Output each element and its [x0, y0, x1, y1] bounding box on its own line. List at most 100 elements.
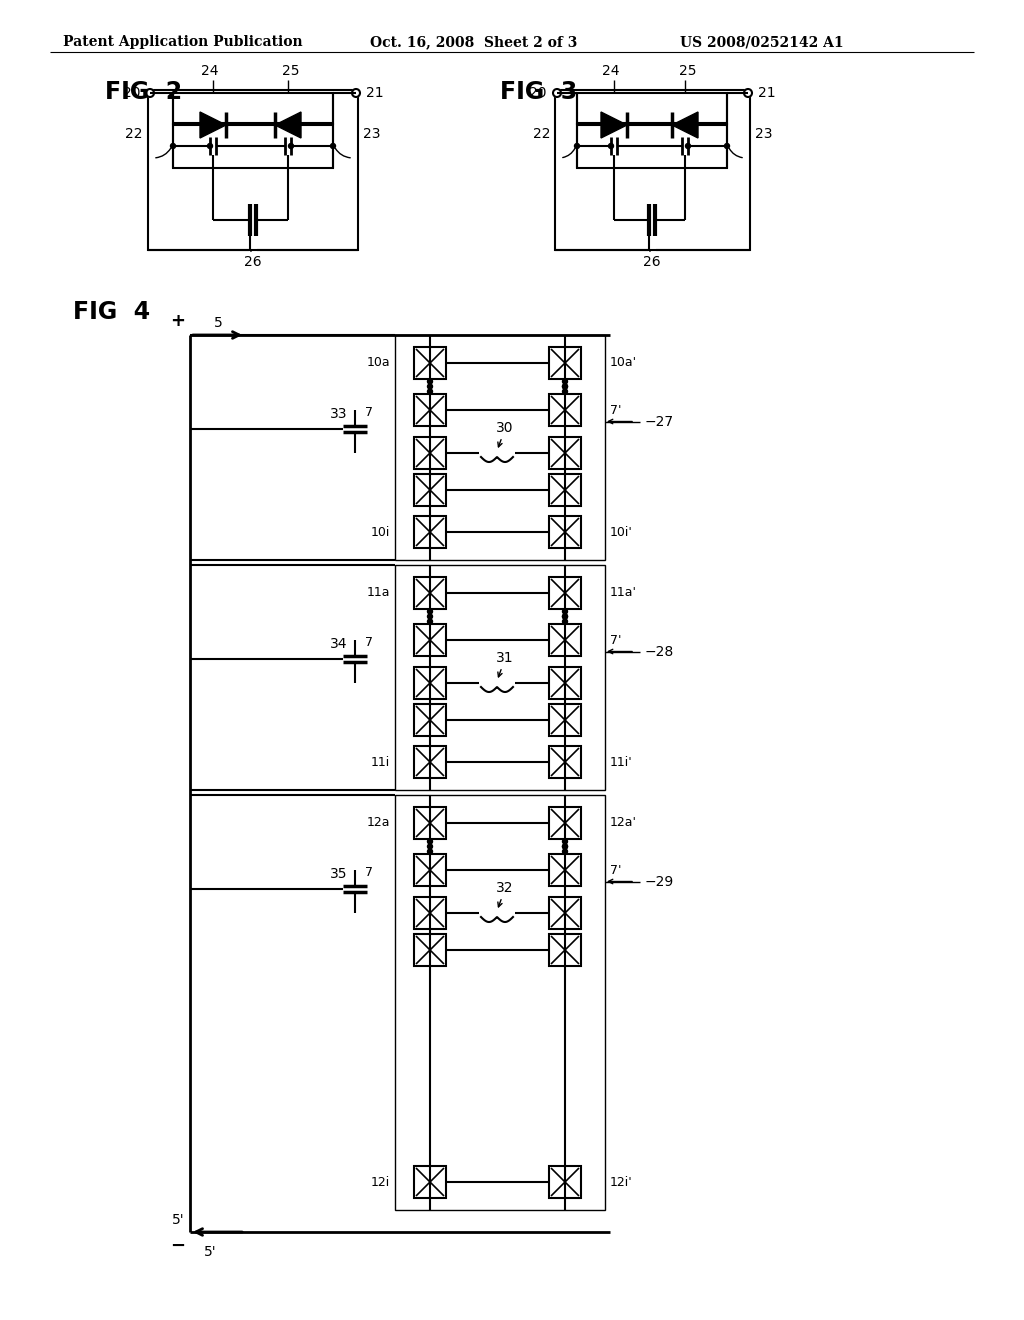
Bar: [414, 935, 446, 966]
Circle shape: [574, 144, 580, 149]
Text: 32: 32: [497, 880, 514, 895]
Text: 12a': 12a': [610, 817, 637, 829]
Bar: [549, 577, 581, 609]
Text: 11a': 11a': [610, 586, 637, 599]
Circle shape: [427, 384, 432, 389]
Text: Patent Application Publication: Patent Application Publication: [63, 36, 303, 49]
Bar: [414, 746, 446, 777]
Polygon shape: [672, 112, 698, 139]
Text: 20: 20: [529, 86, 547, 100]
Bar: [549, 393, 581, 426]
Text: −29: −29: [645, 874, 674, 888]
Circle shape: [289, 144, 294, 149]
Text: 35: 35: [330, 866, 347, 880]
Circle shape: [562, 379, 567, 384]
Text: 21: 21: [366, 86, 384, 100]
Text: 24: 24: [602, 63, 620, 78]
Circle shape: [562, 843, 567, 849]
Circle shape: [427, 840, 432, 843]
Bar: [549, 898, 581, 929]
Bar: [414, 516, 446, 548]
Bar: [414, 577, 446, 609]
Text: 10i: 10i: [371, 525, 390, 539]
Bar: [414, 437, 446, 469]
Text: 7': 7': [610, 404, 622, 417]
Circle shape: [744, 88, 752, 96]
Text: 10i': 10i': [610, 525, 633, 539]
Bar: [549, 807, 581, 840]
Bar: [395, 565, 605, 789]
Text: 34: 34: [330, 636, 347, 651]
Text: 33: 33: [330, 407, 347, 421]
Circle shape: [146, 88, 154, 96]
Text: 7: 7: [365, 636, 373, 649]
Text: 11i': 11i': [610, 755, 633, 768]
Text: 23: 23: [362, 127, 381, 141]
Bar: [549, 935, 581, 966]
Circle shape: [562, 389, 567, 393]
Text: 26: 26: [244, 255, 262, 269]
Bar: [549, 667, 581, 700]
Circle shape: [725, 144, 729, 149]
Bar: [549, 854, 581, 886]
Bar: [549, 746, 581, 777]
Text: 26: 26: [643, 255, 660, 269]
Circle shape: [427, 843, 432, 849]
Text: −: −: [170, 1237, 185, 1255]
Circle shape: [562, 614, 567, 619]
Bar: [549, 347, 581, 379]
Bar: [414, 347, 446, 379]
Circle shape: [208, 144, 213, 149]
Polygon shape: [601, 112, 627, 139]
Bar: [549, 516, 581, 548]
Bar: [414, 474, 446, 506]
Circle shape: [562, 840, 567, 843]
Text: 12i: 12i: [371, 1176, 390, 1188]
Bar: [414, 1166, 446, 1199]
Bar: [549, 474, 581, 506]
Circle shape: [562, 843, 567, 849]
Bar: [414, 667, 446, 700]
Bar: [414, 704, 446, 737]
Bar: [549, 624, 581, 656]
Circle shape: [352, 88, 360, 96]
Text: FIG  3: FIG 3: [500, 81, 578, 104]
Circle shape: [608, 144, 613, 149]
Circle shape: [562, 614, 567, 619]
Text: +: +: [170, 312, 185, 330]
Text: 7: 7: [365, 407, 373, 420]
Text: 24: 24: [202, 63, 219, 78]
Circle shape: [562, 384, 567, 389]
Text: 25: 25: [679, 63, 696, 78]
Bar: [414, 898, 446, 929]
Text: 25: 25: [283, 63, 300, 78]
Text: 7: 7: [365, 866, 373, 879]
Text: 22: 22: [532, 127, 550, 141]
Circle shape: [427, 389, 432, 393]
Polygon shape: [200, 112, 226, 139]
Circle shape: [427, 849, 432, 854]
Text: 5': 5': [172, 1213, 185, 1228]
Text: 12a: 12a: [367, 817, 390, 829]
Text: 7': 7': [610, 634, 622, 647]
Bar: [577, 92, 727, 168]
Circle shape: [562, 609, 567, 614]
Bar: [395, 795, 605, 1210]
Bar: [414, 807, 446, 840]
Circle shape: [427, 609, 432, 614]
Bar: [395, 335, 605, 560]
Circle shape: [427, 614, 432, 619]
Bar: [555, 90, 750, 249]
Text: Oct. 16, 2008  Sheet 2 of 3: Oct. 16, 2008 Sheet 2 of 3: [370, 36, 578, 49]
Polygon shape: [275, 112, 301, 139]
Text: 12i': 12i': [610, 1176, 633, 1188]
Text: 11i: 11i: [371, 755, 390, 768]
Text: 10a': 10a': [610, 356, 637, 370]
Text: 10a: 10a: [367, 356, 390, 370]
Text: 5': 5': [204, 1245, 216, 1259]
Text: 23: 23: [755, 127, 772, 141]
Text: 31: 31: [497, 651, 514, 665]
Text: 7': 7': [610, 863, 622, 876]
Bar: [549, 704, 581, 737]
Circle shape: [685, 144, 690, 149]
